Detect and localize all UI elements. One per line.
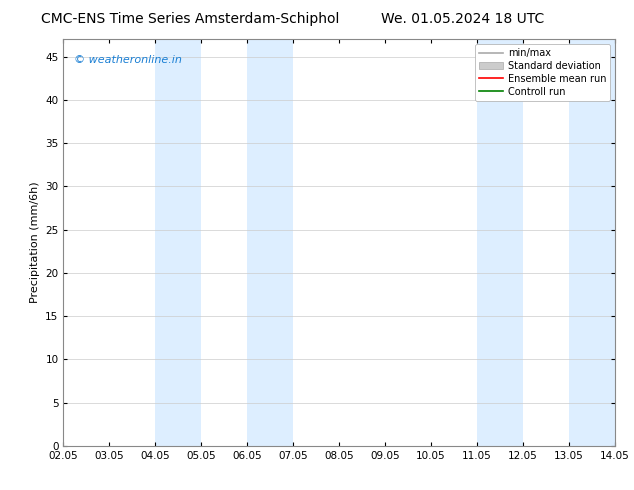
Bar — [569, 39, 615, 446]
Text: © weatheronline.in: © weatheronline.in — [74, 55, 183, 66]
Y-axis label: Precipitation (mm/6h): Precipitation (mm/6h) — [30, 182, 40, 303]
Bar — [477, 39, 523, 446]
Bar — [247, 39, 293, 446]
Text: CMC-ENS Time Series Amsterdam-Schiphol: CMC-ENS Time Series Amsterdam-Schiphol — [41, 12, 339, 26]
Legend: min/max, Standard deviation, Ensemble mean run, Controll run: min/max, Standard deviation, Ensemble me… — [475, 44, 610, 100]
Text: We. 01.05.2024 18 UTC: We. 01.05.2024 18 UTC — [381, 12, 545, 26]
Bar — [155, 39, 202, 446]
